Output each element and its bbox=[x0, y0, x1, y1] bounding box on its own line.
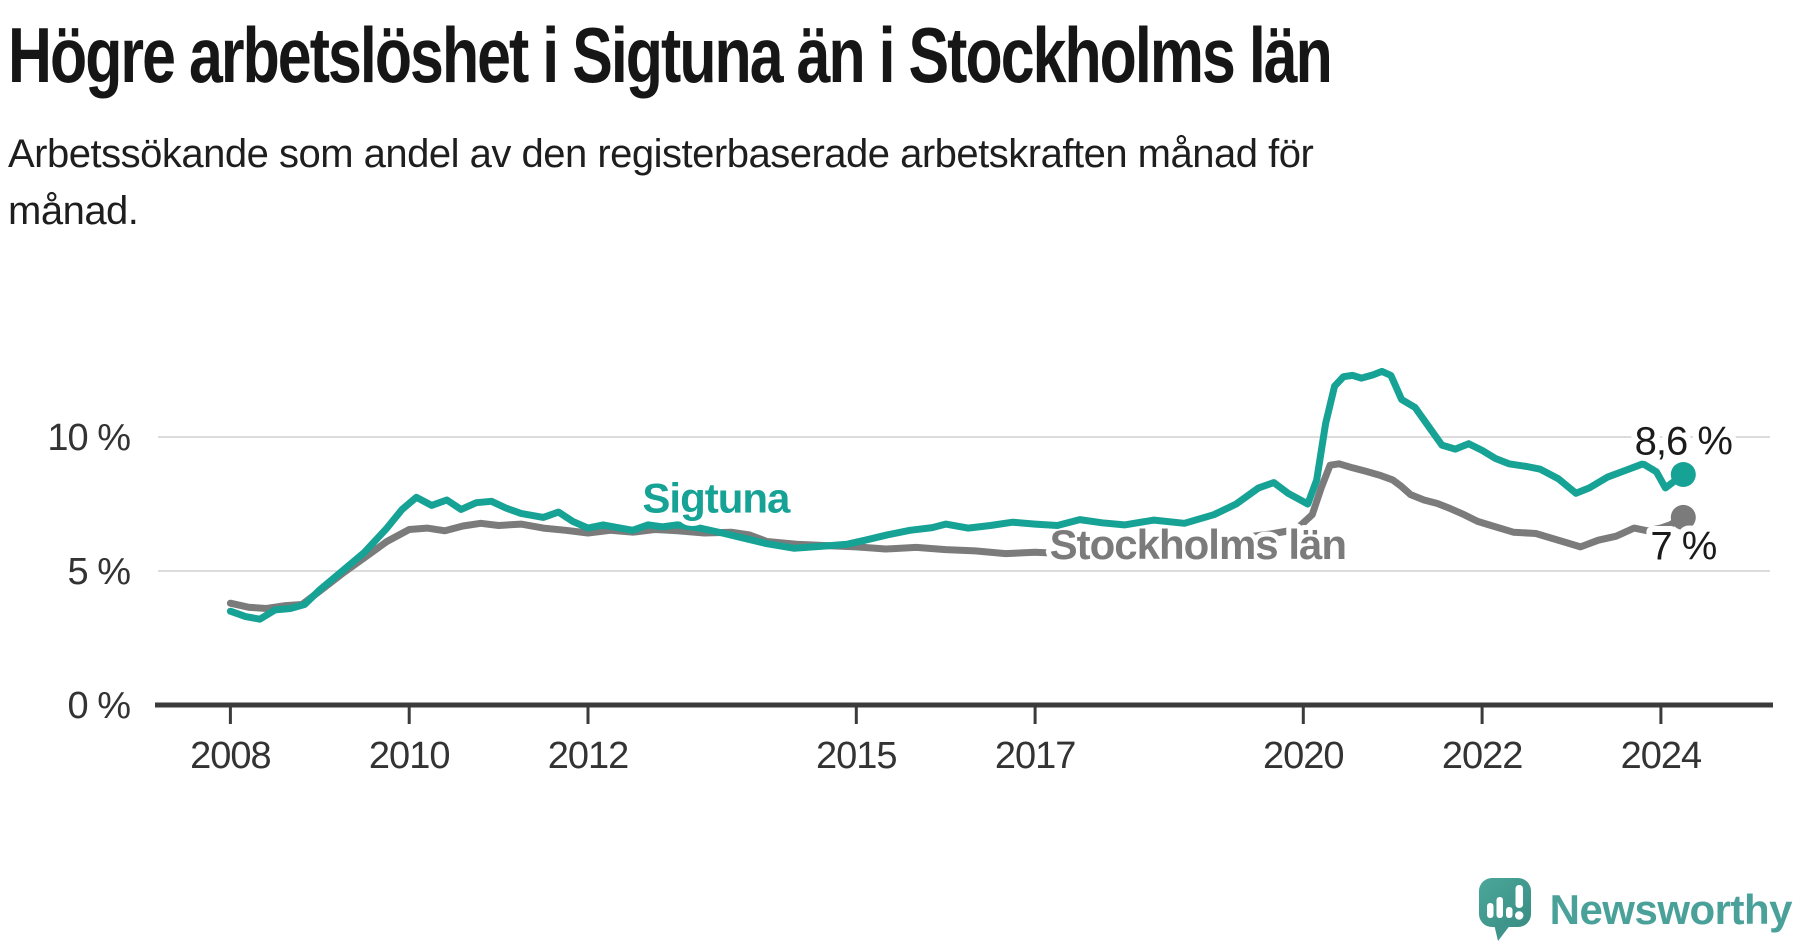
x-tick-label: 2008 bbox=[190, 735, 271, 777]
y-tick-label: 5 % bbox=[68, 551, 131, 593]
x-tick-label: 2010 bbox=[369, 735, 450, 777]
chart-title: Högre arbetslöshet i Sigtuna än i Stockh… bbox=[8, 11, 1333, 99]
x-tick-label: 2017 bbox=[995, 735, 1076, 777]
x-tick-label: 2022 bbox=[1442, 735, 1523, 777]
x-tick-label: 2012 bbox=[548, 735, 629, 777]
sigtuna-end-dot bbox=[1670, 462, 1696, 487]
sigtuna-line bbox=[226, 367, 1687, 623]
stockholms-lan-end-dot bbox=[1670, 504, 1696, 530]
newsworthy-logo-icon bbox=[1478, 878, 1531, 941]
sigtuna-series-label: Sigtuna bbox=[642, 474, 791, 521]
stockholms-lan-series-label: Stockholms län bbox=[1050, 521, 1346, 568]
stockholms-lan-end-value-label: 7 % bbox=[1650, 524, 1716, 568]
sigtuna-end-value-label: 8,6 % bbox=[1635, 420, 1733, 464]
x-tick-label: 2020 bbox=[1263, 735, 1344, 777]
chart-subtitle: Arbetssökande som andel av den registerb… bbox=[8, 132, 1314, 233]
stockholms-lan-line bbox=[226, 460, 1687, 612]
y-tick-label: 0 % bbox=[68, 685, 131, 727]
x-tick-label: 2015 bbox=[816, 735, 897, 777]
brand-footer: Newsworthy bbox=[1478, 878, 1793, 942]
brand-name: Newsworthy bbox=[1549, 886, 1793, 933]
y-tick-label: 10 % bbox=[47, 417, 130, 459]
x-tick-label: 2024 bbox=[1621, 735, 1702, 777]
